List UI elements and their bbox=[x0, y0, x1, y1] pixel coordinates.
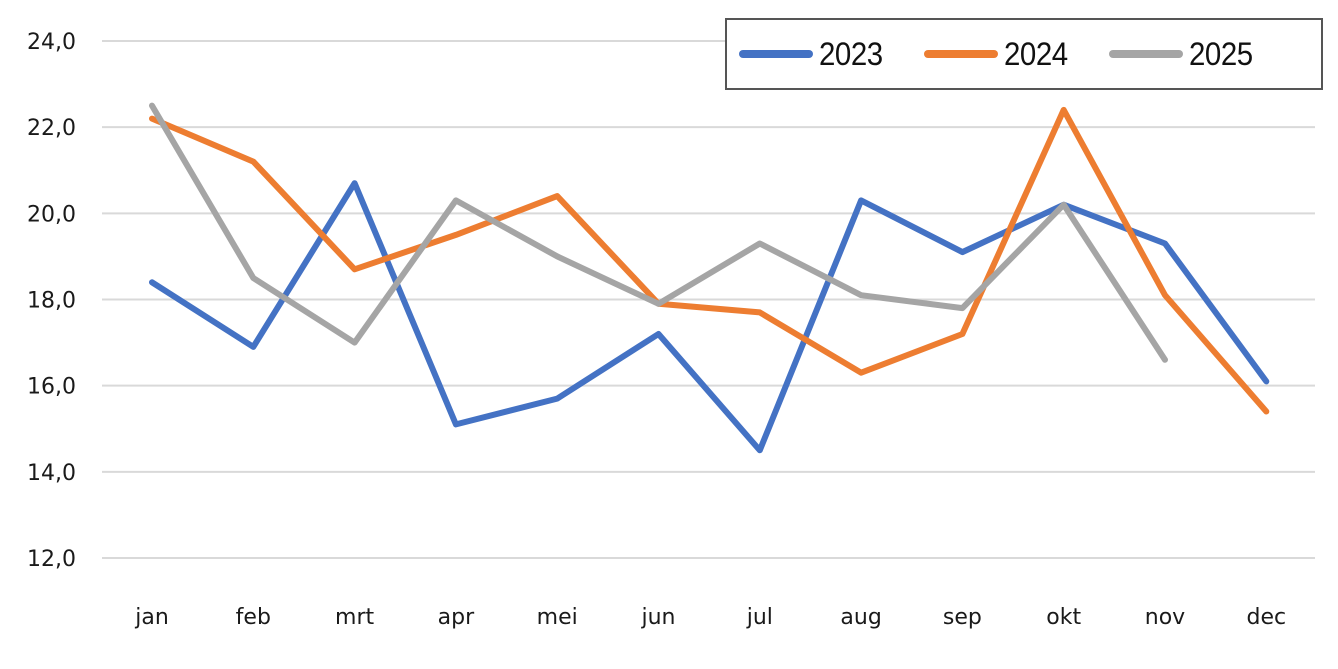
legend-label: 2024 bbox=[1004, 35, 1068, 72]
y-tick-label: 20,0 bbox=[27, 202, 76, 227]
series-lines bbox=[149, 102, 1270, 454]
y-tick-label: 22,0 bbox=[27, 116, 76, 141]
x-tick-label: mrt bbox=[335, 605, 374, 630]
x-tick-label: jan bbox=[134, 605, 169, 630]
y-tick-label: 18,0 bbox=[27, 289, 76, 314]
y-tick-label: 16,0 bbox=[27, 375, 76, 400]
x-tick-label: dec bbox=[1246, 605, 1286, 630]
y-tick-label: 12,0 bbox=[27, 547, 76, 572]
x-tick-label: feb bbox=[236, 605, 271, 630]
legend-label: 2025 bbox=[1189, 35, 1254, 72]
y-tick-label: 24,0 bbox=[27, 30, 76, 55]
y-axis-labels: 12,0 14,0 16,0 18,0 20,0 22,0 24,0 bbox=[27, 30, 76, 572]
legend-swatch-2023 bbox=[739, 50, 813, 58]
legend-item-2025: 2025 bbox=[1109, 36, 1258, 73]
legend-swatch-2024 bbox=[924, 50, 999, 58]
x-tick-label: aug bbox=[840, 605, 881, 630]
x-tick-label: nov bbox=[1145, 605, 1185, 630]
legend: 2023 2024 2025 bbox=[725, 18, 1323, 90]
y-tick-label: 14,0 bbox=[27, 461, 76, 486]
legend-swatch-2025 bbox=[1109, 50, 1184, 58]
x-tick-label: sep bbox=[943, 605, 982, 630]
x-tick-label: jun bbox=[641, 605, 676, 630]
series-line-2024 bbox=[149, 106, 1270, 415]
series-line-2025 bbox=[149, 102, 1168, 363]
legend-item-2023: 2023 bbox=[739, 36, 888, 73]
series-line-2023 bbox=[149, 180, 1270, 454]
x-tick-label: apr bbox=[438, 605, 475, 630]
x-axis-labels: jan feb mrt apr mei jun jul aug sep okt nov dec bbox=[134, 605, 1286, 630]
x-tick-label: mei bbox=[537, 605, 578, 630]
x-tick-label: okt bbox=[1046, 605, 1081, 630]
legend-item-2024: 2024 bbox=[924, 36, 1073, 73]
x-tick-label: jul bbox=[746, 605, 773, 630]
legend-label: 2023 bbox=[819, 35, 883, 72]
